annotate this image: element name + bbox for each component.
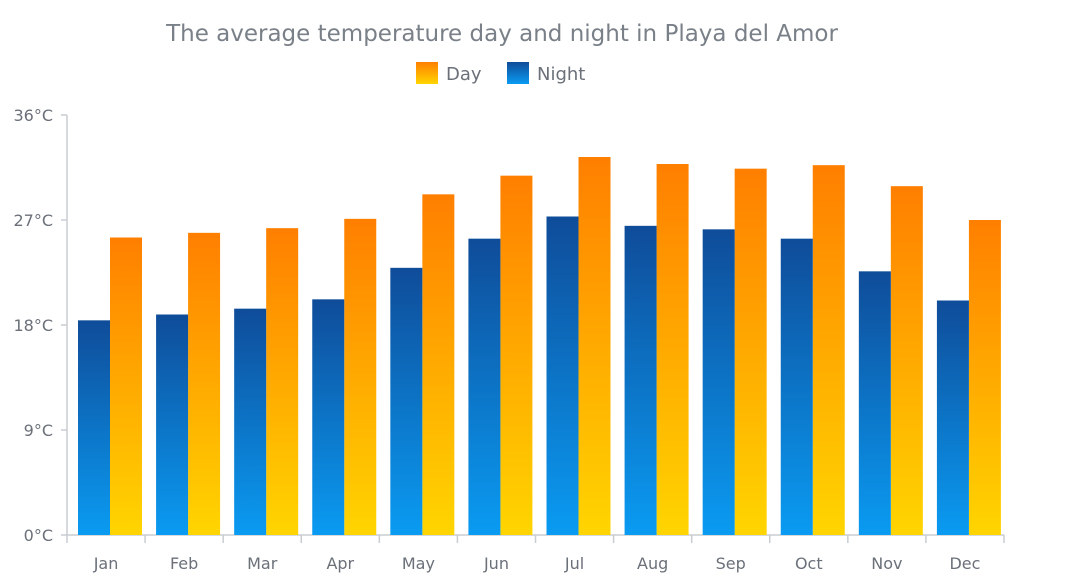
chart-title: The average temperature day and night in… [165,21,838,47]
x-tick-label: Aug [637,554,668,573]
bar-night-sep[interactable] [702,229,735,536]
bar-night-jul[interactable] [546,216,579,536]
x-tick-label: Oct [795,554,823,573]
bar-night-mar[interactable] [234,308,267,535]
y-tick-label: 9°C [24,421,53,440]
bar-day-may[interactable] [422,194,455,536]
x-tick-label: Jul [564,554,584,573]
x-tick-label: Feb [170,554,198,573]
y-tick-label: 36°C [13,106,53,125]
bar-night-feb[interactable] [156,314,189,536]
legend-swatch-day [416,62,438,84]
bar-night-jun[interactable] [468,238,501,535]
legend-label-night: Night [537,64,585,85]
x-tick-label: May [402,554,435,573]
legend-item-day[interactable]: Day [416,62,482,85]
bar-night-apr[interactable] [312,299,345,535]
legend-label-day: Day [446,64,482,85]
bar-day-nov[interactable] [890,186,923,535]
x-tick-label: Dec [949,554,980,573]
bar-night-oct[interactable] [780,238,813,535]
x-tick-label: Nov [871,554,902,573]
x-tick-label: Apr [326,554,354,573]
bar-day-apr[interactable] [344,218,377,536]
bar-day-jan[interactable] [110,237,142,536]
bar-day-feb[interactable] [188,232,221,536]
x-tick-label: Mar [247,554,278,573]
x-tick-label: Sep [716,554,746,573]
x-axis: Jan Feb Mar Apr May Jun Jul Aug Sep Oct Nov Dec [66,534,1005,573]
legend-item-night[interactable]: Night [507,62,585,85]
bar-night-aug[interactable] [624,225,657,536]
bar-day-mar[interactable] [266,228,299,535]
bars [78,157,1001,536]
x-tick-label: Jun [483,554,509,573]
legend: Day Night [416,62,585,85]
y-tick-label: 27°C [13,211,53,230]
bar-day-oct[interactable] [812,165,845,535]
y-tick-label: 0°C [24,526,53,545]
bar-night-dec[interactable] [936,300,969,536]
x-tick-label: Jan [93,554,119,573]
bar-night-jan[interactable] [78,320,110,535]
bar-night-nov[interactable] [858,271,891,535]
legend-swatch-night [507,62,529,84]
bar-night-may[interactable] [390,267,423,535]
bar-day-sep[interactable] [734,168,767,535]
bar-day-dec[interactable] [968,220,1001,535]
bar-day-jun[interactable] [500,175,533,535]
bar-day-aug[interactable] [656,164,689,535]
y-axis: 0°C 9°C 18°C 27°C 36°C [13,106,68,545]
bar-day-jul[interactable] [578,157,611,535]
y-tick-label: 18°C [13,316,53,335]
